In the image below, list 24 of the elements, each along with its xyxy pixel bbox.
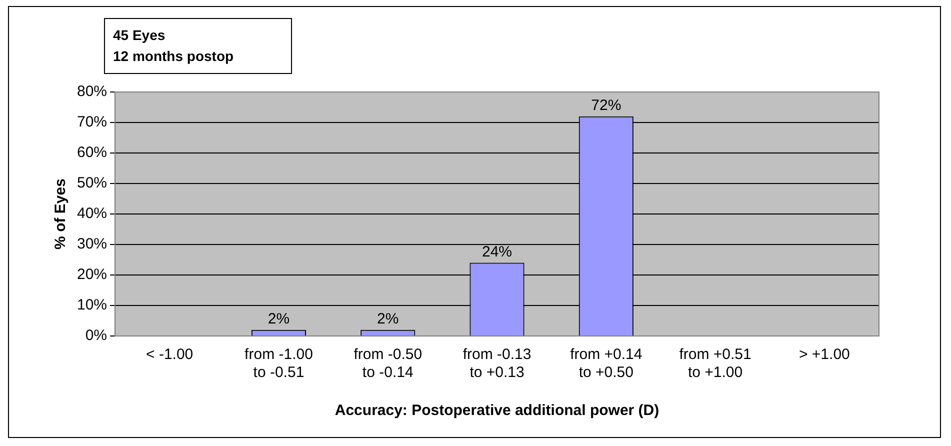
data-label: 2% bbox=[377, 310, 399, 328]
data-label: 2% bbox=[268, 310, 290, 328]
x-tick-label: from +0.14 to +0.50 bbox=[570, 346, 642, 382]
x-tick-label: from -0.50 to -0.14 bbox=[354, 346, 422, 382]
y-tick-label: 10% bbox=[76, 296, 108, 314]
x-tick-label: from +0.51 to +1.00 bbox=[679, 346, 752, 382]
y-tick-label: 70% bbox=[76, 114, 108, 131]
x-tick-label: from -0.13 to +0.13 bbox=[462, 346, 532, 382]
y-tick-label: 80% bbox=[76, 83, 108, 100]
x-tick-label: < -1.00 bbox=[146, 346, 194, 364]
x-axis-title: Accuracy: Postoperative additional power (D) bbox=[334, 402, 660, 420]
x-tick-label: from -1.00 to -0.51 bbox=[244, 346, 313, 382]
data-label: 72% bbox=[591, 97, 622, 114]
text: 45 Eyes bbox=[113, 26, 166, 45]
text: 12 months postop bbox=[113, 47, 235, 66]
y-tick-label: 40% bbox=[76, 205, 108, 222]
y-tick-label: 50% bbox=[76, 174, 108, 192]
y-tick-label: 0% bbox=[85, 327, 108, 344]
y-axis-title: % of Eyes bbox=[52, 178, 70, 250]
y-tick-label: 20% bbox=[76, 266, 108, 284]
x-tick-label: > +1.00 bbox=[798, 346, 850, 364]
y-tick-label: 30% bbox=[76, 236, 108, 253]
data-label: 24% bbox=[482, 243, 512, 260]
y-tick-label: 60% bbox=[76, 144, 108, 162]
